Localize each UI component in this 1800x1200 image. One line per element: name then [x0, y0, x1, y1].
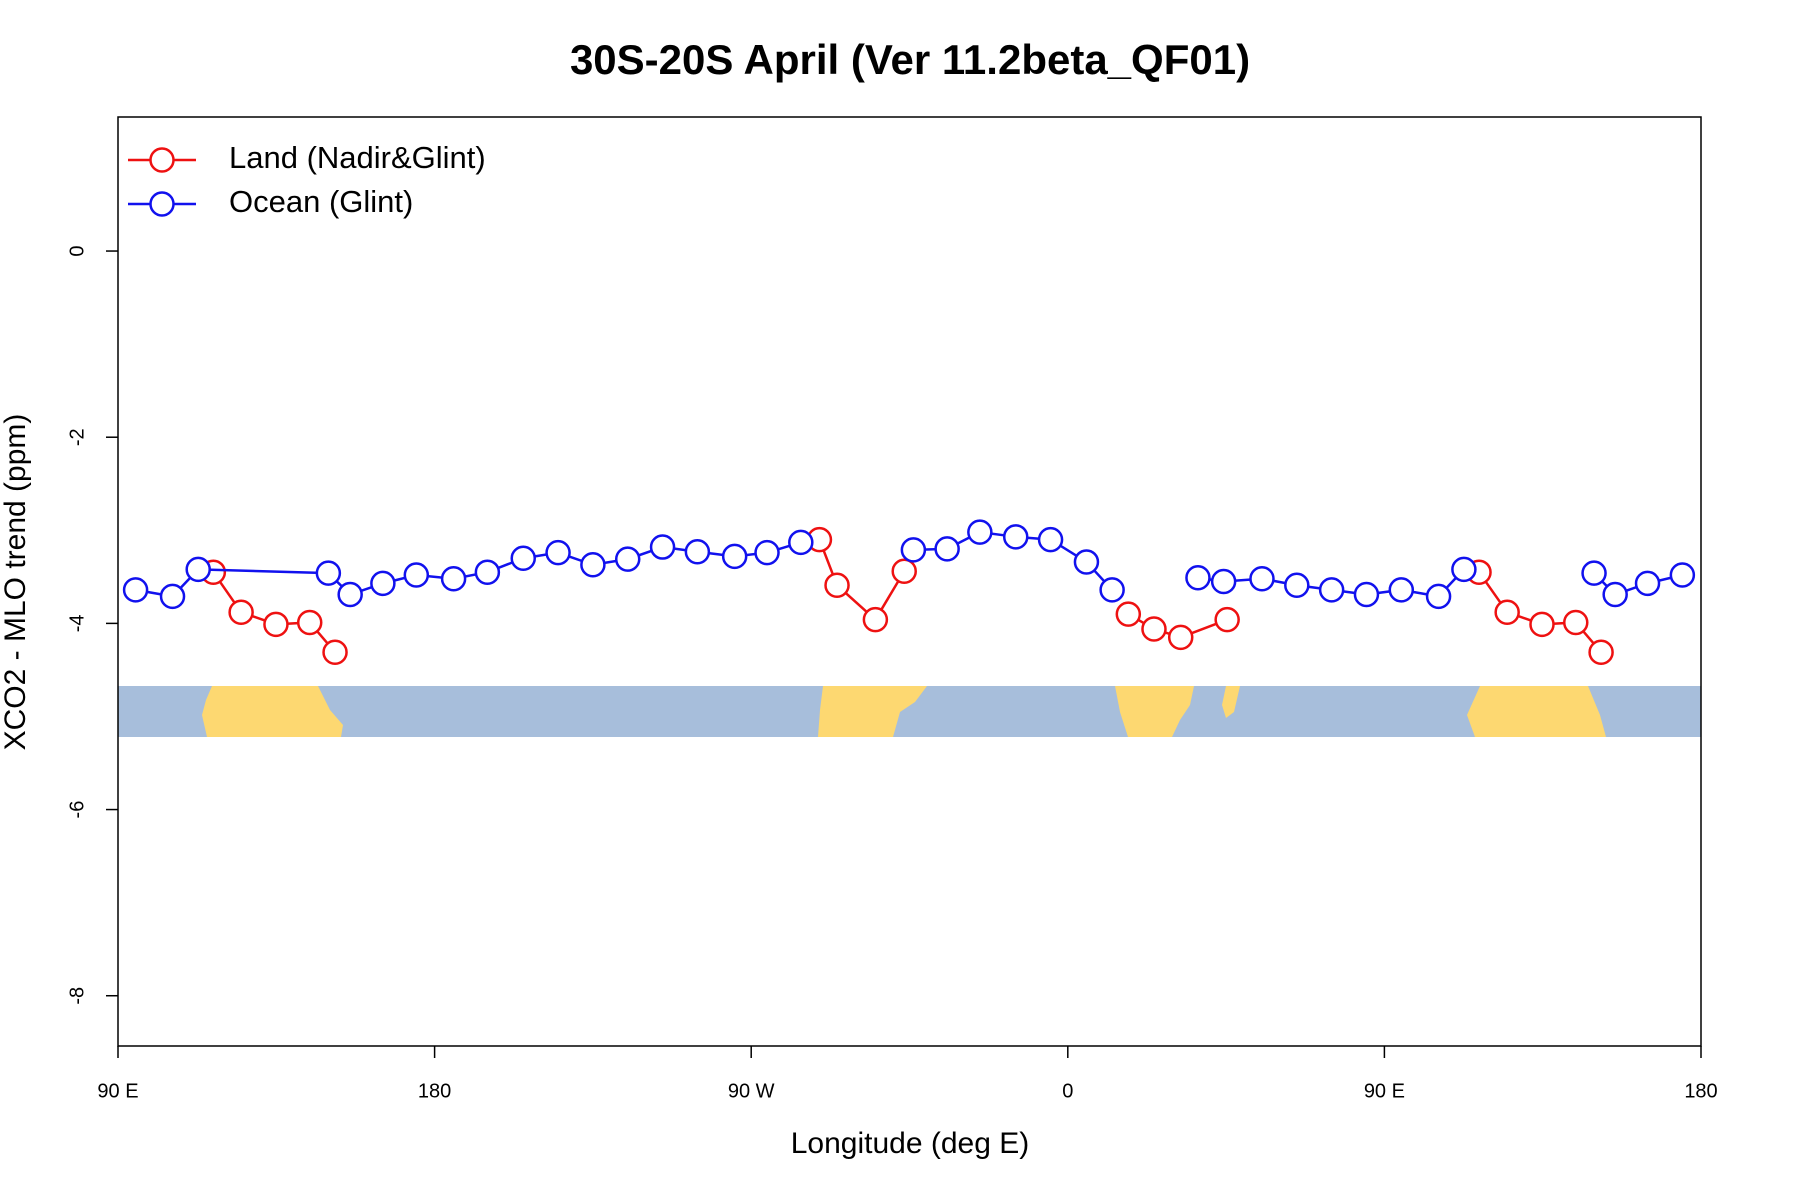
point	[315, 560, 342, 586]
point	[1284, 572, 1310, 598]
land-shape	[1115, 686, 1194, 737]
point	[1214, 606, 1240, 633]
point	[370, 570, 396, 597]
y-tick-label: -2	[66, 428, 88, 446]
x-tick-label: 0	[1062, 1080, 1073, 1102]
point	[1073, 549, 1100, 575]
point	[1167, 624, 1194, 651]
point	[1115, 601, 1142, 627]
y-tick-label: 0	[66, 245, 88, 256]
point	[754, 539, 780, 566]
point	[1210, 568, 1237, 595]
point	[1425, 583, 1452, 610]
y-tick-label: -6	[66, 801, 88, 819]
point	[649, 534, 676, 560]
point	[1494, 599, 1520, 625]
y-tick-label: -8	[66, 987, 88, 1005]
point	[1249, 565, 1275, 592]
point	[1669, 562, 1696, 588]
point	[1318, 577, 1345, 603]
point	[900, 537, 927, 563]
point	[1185, 565, 1211, 591]
chart-title: 30S-20S April (Ver 11.2beta_QF01)	[570, 36, 1250, 83]
map-strip	[118, 686, 1701, 737]
point	[824, 572, 850, 598]
point	[1002, 524, 1029, 550]
point	[1388, 577, 1415, 603]
x-tick-label: 180	[1684, 1080, 1717, 1102]
land-shape	[1467, 686, 1606, 737]
point	[721, 543, 748, 570]
point	[862, 606, 889, 633]
point	[510, 545, 536, 571]
land-shape	[1222, 686, 1240, 718]
point	[614, 546, 641, 572]
point	[337, 581, 363, 608]
x-tick-label: 180	[418, 1080, 451, 1102]
point	[1602, 581, 1628, 608]
legend-label: Land (Nadir&Glint)	[229, 140, 486, 175]
point	[322, 639, 348, 665]
point	[403, 562, 430, 588]
point	[1588, 639, 1614, 665]
point	[1099, 577, 1125, 603]
point	[474, 559, 501, 585]
y-axis-label: XCO2 - MLO trend (ppm)	[0, 414, 32, 751]
plot-frame	[117, 116, 1702, 1047]
x-axis-label: Longitude (deg E)	[791, 1127, 1030, 1160]
point	[891, 558, 917, 585]
legend-marker	[149, 191, 175, 217]
point	[263, 611, 289, 638]
point	[580, 551, 606, 578]
x-tick-label: 90 E	[97, 1080, 138, 1102]
point	[159, 583, 186, 610]
point	[1451, 556, 1477, 583]
point	[440, 565, 467, 592]
point	[1634, 570, 1661, 597]
point	[545, 539, 571, 566]
point	[185, 556, 211, 583]
point	[1037, 526, 1064, 553]
point	[1353, 581, 1380, 608]
point	[967, 519, 993, 545]
legend-label: Ocean (Glint)	[229, 184, 413, 219]
point	[1563, 609, 1589, 636]
point	[1581, 560, 1607, 586]
point	[934, 536, 960, 562]
x-tick-label: 90 E	[1364, 1080, 1405, 1102]
land-shape	[202, 686, 343, 737]
land-shape	[818, 686, 927, 737]
point	[1529, 611, 1555, 638]
x-tick-label: 90 W	[728, 1080, 775, 1102]
point	[228, 599, 254, 625]
point	[296, 609, 323, 636]
point	[788, 529, 814, 556]
point	[684, 538, 711, 565]
point	[122, 577, 149, 603]
y-tick-label: -4	[66, 614, 88, 632]
point	[1141, 616, 1167, 642]
legend-marker	[149, 147, 175, 173]
